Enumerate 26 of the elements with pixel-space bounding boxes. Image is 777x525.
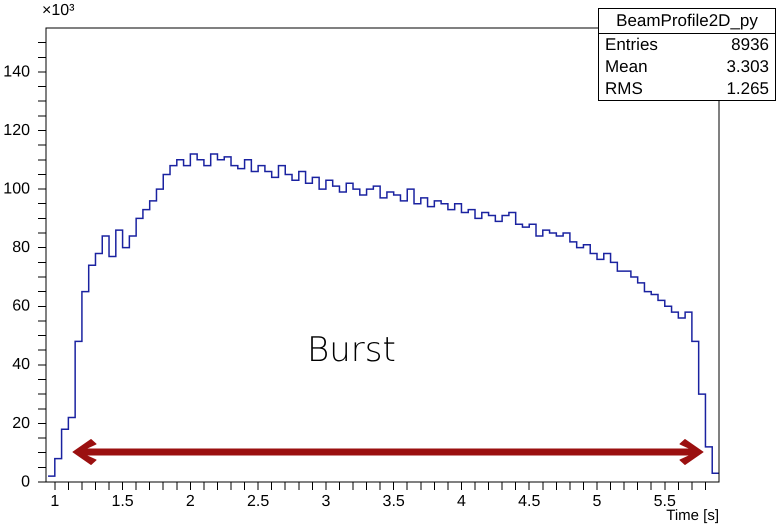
x-tick-label: 2	[186, 493, 195, 510]
x-tick-label: 5	[592, 493, 602, 510]
x-tick-label: 3.5	[382, 493, 405, 510]
x-tick-label: 1	[50, 493, 60, 510]
y-tick-label: 60	[12, 298, 30, 315]
annotation: RMS	[605, 78, 643, 100]
annotation: Burst	[307, 330, 396, 370]
y-tick-label: 100	[3, 180, 30, 198]
annotation: Entries	[605, 34, 658, 56]
y-tick-label: 80	[12, 239, 30, 256]
y-tick-label: 40	[12, 356, 30, 374]
text: 3.303	[726, 56, 769, 78]
y-axis-title: ×10³	[42, 2, 74, 20]
text: 8936	[731, 34, 769, 56]
x-tick-label: 4.5	[518, 493, 540, 510]
annotation: Mean	[605, 56, 648, 78]
y-tick-label: 140	[3, 63, 30, 80]
y-tick-label: 120	[3, 122, 30, 139]
y-tick-label: 0	[21, 473, 30, 490]
x-tick-label: 1.5	[111, 493, 134, 510]
y-tick-label: 20	[12, 414, 30, 432]
text: 1.265	[726, 78, 769, 100]
annotation: BeamProfile2D_py	[599, 9, 775, 34]
x-tick-label: 3	[321, 493, 330, 510]
x-tick-label: 2.5	[247, 493, 270, 510]
x-tick-label: 4	[457, 493, 466, 510]
